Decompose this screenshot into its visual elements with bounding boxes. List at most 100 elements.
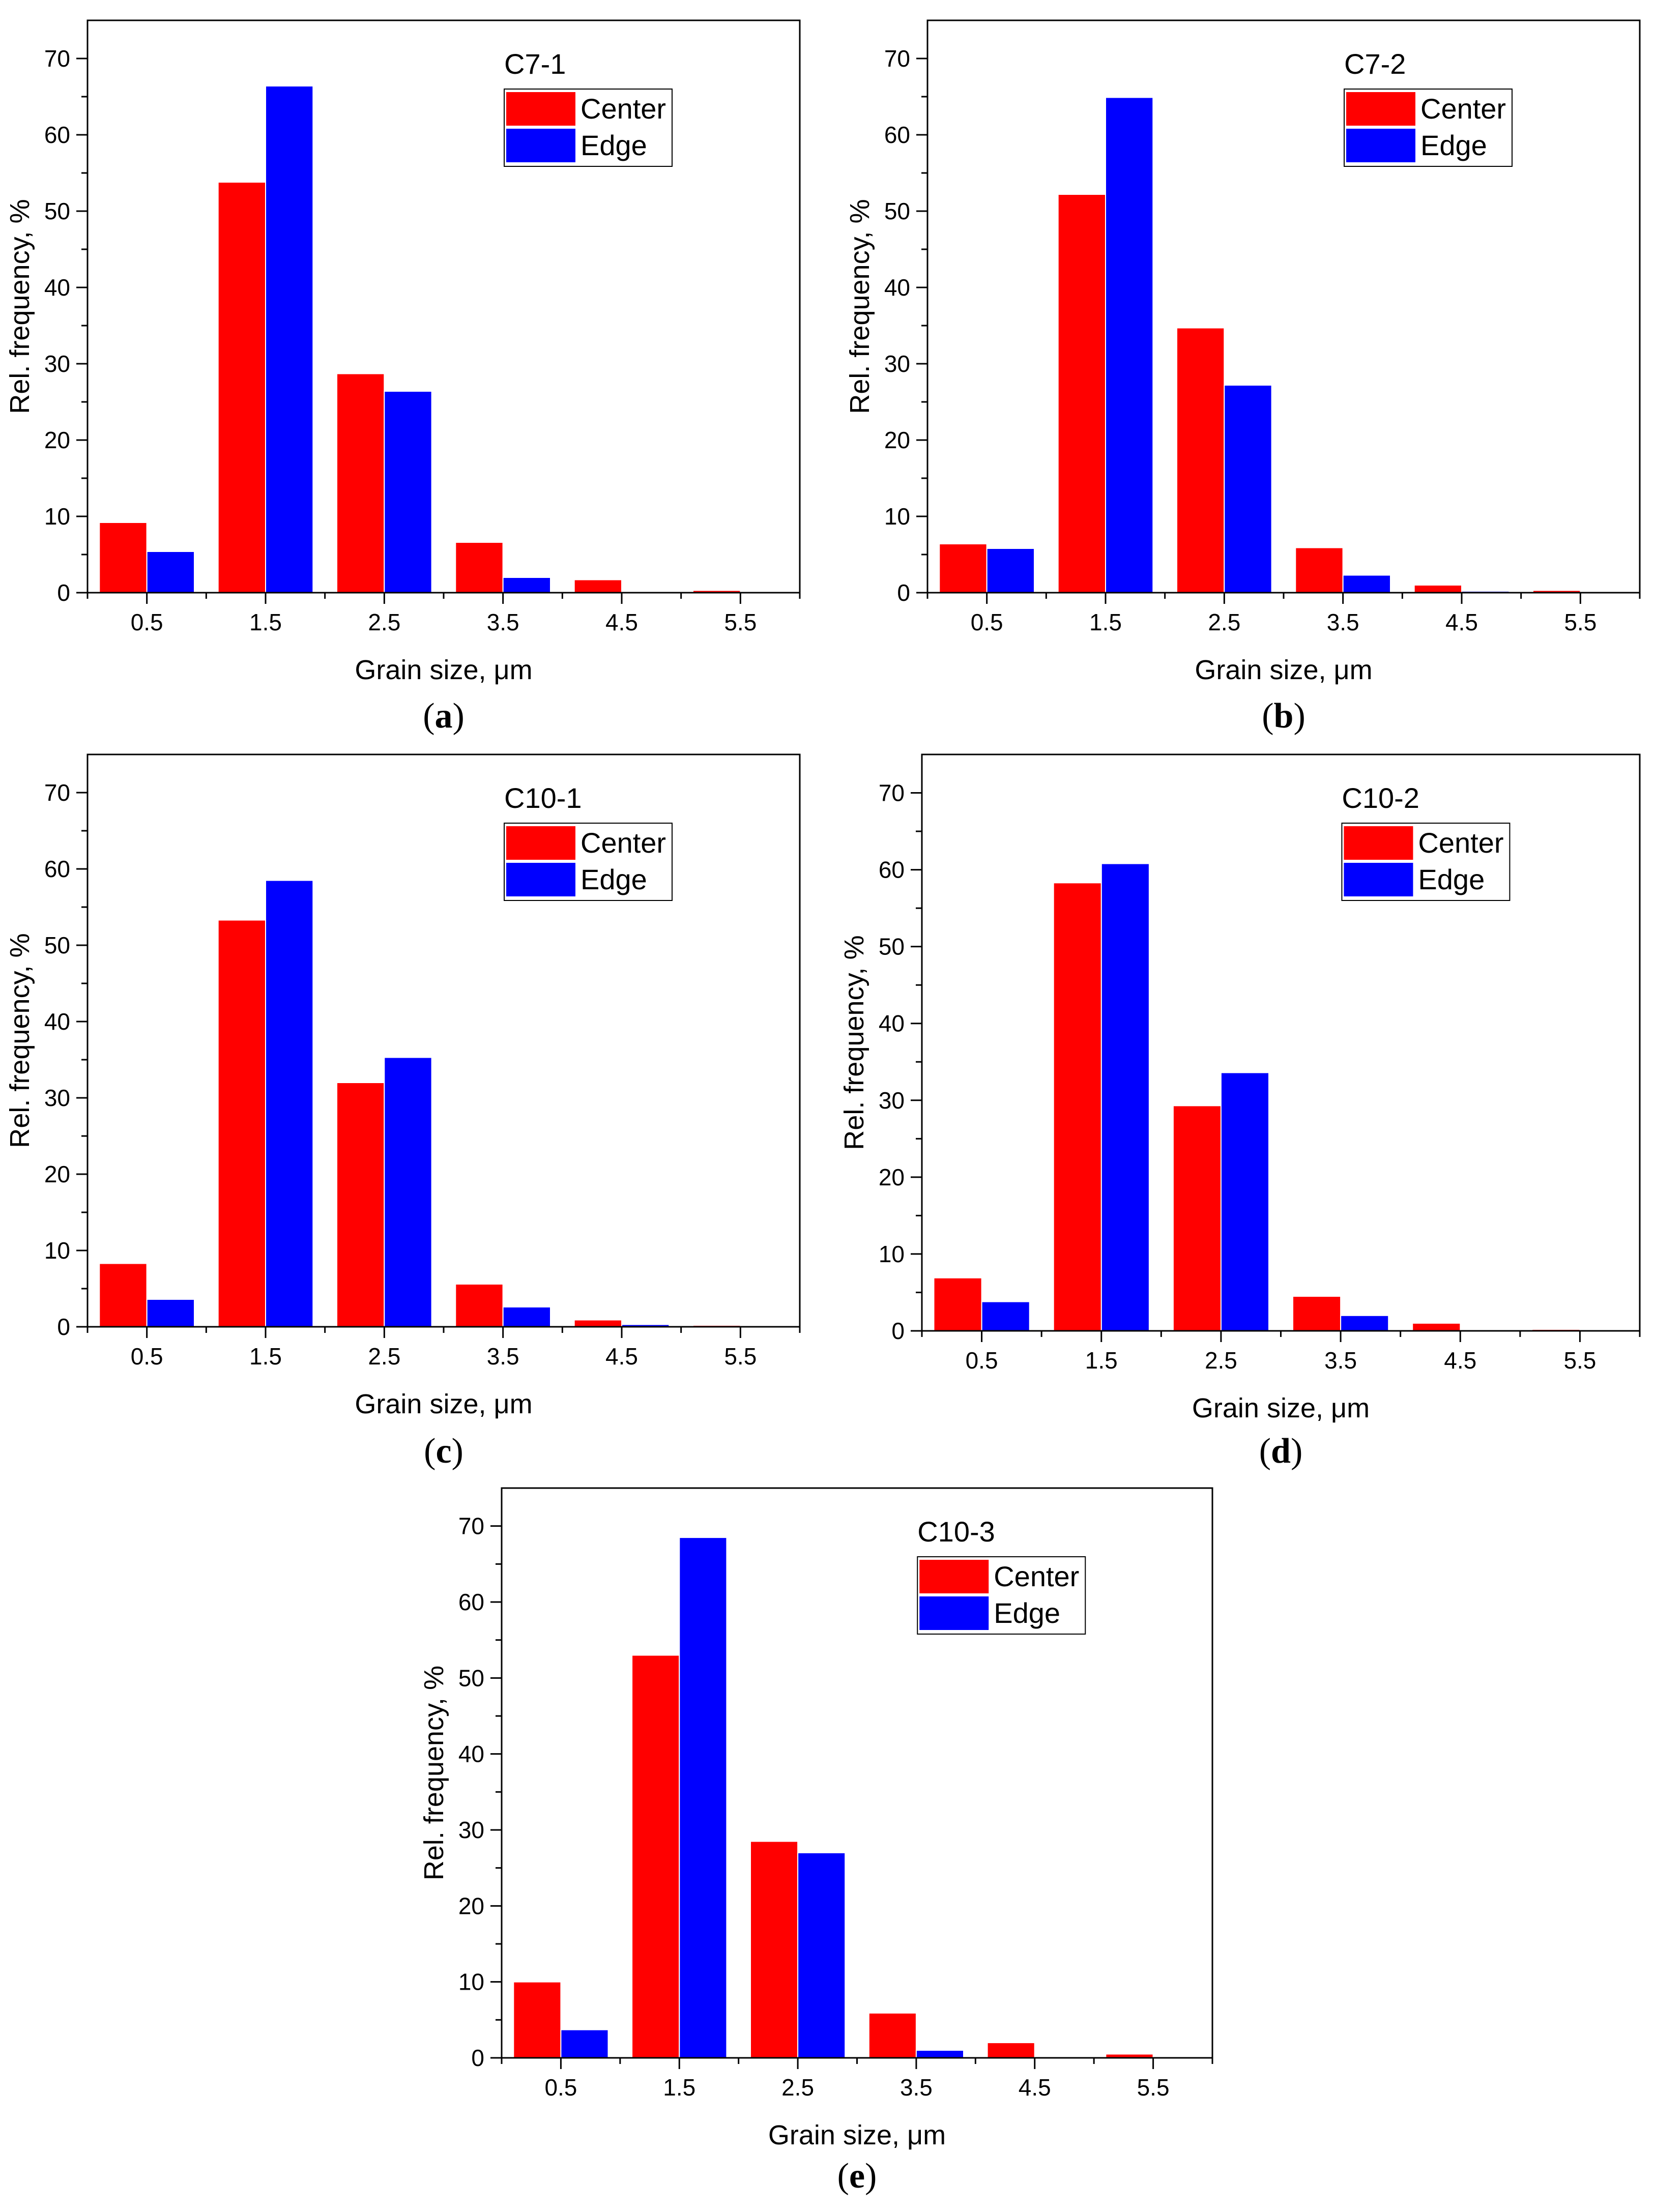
- legend-swatch-center: [506, 826, 575, 860]
- legend: Center Edge: [504, 823, 673, 901]
- x-axis-title: Grain size, μm: [1192, 1393, 1370, 1423]
- y-tick-label: 40: [458, 1741, 484, 1767]
- legend: Center Edge: [504, 89, 673, 167]
- x-tick-label: 1.5: [249, 1343, 282, 1370]
- legend: Center Edge: [917, 1556, 1086, 1635]
- x-tick-label: 5.5: [1137, 2074, 1170, 2101]
- bar-edge-3.5: [1340, 1315, 1389, 1332]
- panel-label: C10-1: [504, 782, 582, 814]
- x-tick-label: 0.5: [966, 1347, 998, 1374]
- y-tick-label: 10: [44, 1237, 70, 1264]
- legend: Center Edge: [1341, 823, 1511, 901]
- bar-edge-0.5: [146, 551, 195, 593]
- x-tick-label: 1.5: [249, 609, 282, 635]
- x-tick-label: 3.5: [900, 2074, 933, 2101]
- x-tick-label: 2.5: [368, 609, 400, 635]
- y-tick-label: 0: [471, 2045, 484, 2071]
- x-axis-title: Grain size, μm: [768, 2120, 946, 2150]
- legend-label-edge: Edge: [581, 863, 647, 895]
- bar-center-0.5: [99, 522, 148, 593]
- y-tick-label: 70: [44, 779, 70, 806]
- y-tick-label: 10: [879, 1241, 905, 1267]
- bar-edge-0.5: [146, 1299, 195, 1327]
- y-tick-label: 60: [44, 122, 70, 148]
- y-tick-label: 0: [57, 579, 70, 606]
- chart-panel-c: 0 10 20 30 40 50 60 70 0.5 1.5 2.5 3.5 4.5 5.5 Grain s…: [5, 753, 801, 1471]
- bar-edge-1.5: [1100, 863, 1150, 1331]
- y-axis-title: Rel. frequency, %: [845, 199, 875, 414]
- legend-label-center: Center: [994, 1560, 1079, 1592]
- y-tick-label: 0: [897, 579, 910, 606]
- plot-frame: [501, 1487, 1213, 2059]
- y-tick-label: 0: [891, 1318, 905, 1344]
- bar-center-1.5: [217, 919, 267, 1327]
- y-tick-label: 50: [44, 932, 70, 958]
- y-tick-label: 50: [458, 1665, 484, 1691]
- bar-center-3.5: [1295, 547, 1344, 593]
- y-tick-label: 70: [458, 1513, 484, 1539]
- bar-edge-1.5: [679, 1537, 728, 2059]
- bar-center-1.5: [631, 1654, 680, 2058]
- bar-center-2.5: [336, 1082, 385, 1327]
- y-tick-label: 70: [44, 45, 70, 72]
- plot-frame: [86, 753, 801, 1328]
- bar-edge-3.5: [502, 577, 552, 593]
- x-tick-label: 4.5: [1444, 1347, 1476, 1374]
- legend-swatch-center: [506, 92, 575, 126]
- y-tick-label: 30: [44, 351, 70, 377]
- x-tick-label: 5.5: [724, 1343, 757, 1370]
- x-tick-label: 5.5: [724, 609, 757, 635]
- bar-edge-1.5: [265, 85, 314, 593]
- x-tick-label: 0.5: [131, 609, 163, 635]
- y-tick-label: 60: [884, 122, 910, 148]
- bar-center-1.5: [1053, 882, 1102, 1332]
- panel-caption: (b): [1262, 696, 1305, 736]
- bar-center-0.5: [939, 543, 988, 593]
- y-tick-label: 30: [44, 1085, 70, 1111]
- bar-center-4.5: [1412, 1322, 1461, 1331]
- y-tick-label: 40: [884, 274, 910, 301]
- y-tick-label: 70: [879, 780, 905, 806]
- y-axis-title: Rel. frequency, %: [5, 933, 35, 1148]
- chart-panel-d: 0 10 20 30 40 50 60 70 0.5 1.5 2.5 3.5 4.5 5.5 Grain s…: [839, 753, 1641, 1471]
- bar-center-3.5: [455, 1284, 504, 1327]
- legend-label-edge: Edge: [1418, 863, 1485, 895]
- panel-label: C10-3: [917, 1516, 995, 1548]
- x-tick-label: 0.5: [131, 1343, 163, 1370]
- bar-center-2.5: [1172, 1105, 1222, 1331]
- legend: Center Edge: [1344, 89, 1513, 167]
- bar-edge-2.5: [797, 1852, 846, 2059]
- y-axis-title: Rel. frequency, %: [419, 1666, 449, 1880]
- bar-center-3.5: [455, 542, 504, 593]
- x-tick-label: 1.5: [663, 2074, 695, 2101]
- y-tick-label: 30: [884, 351, 910, 377]
- x-tick-label: 3.5: [487, 609, 519, 635]
- plot-frame: [921, 753, 1641, 1332]
- bar-edge-2.5: [384, 391, 432, 593]
- y-tick-label: 50: [879, 934, 905, 960]
- legend-swatch-edge: [919, 1596, 989, 1630]
- y-tick-label: 20: [879, 1164, 905, 1190]
- y-tick-label: 60: [458, 1589, 484, 1615]
- legend-swatch-center: [1346, 92, 1415, 126]
- x-tick-label: 2.5: [781, 2074, 814, 2101]
- bar-center-4.5: [573, 579, 622, 593]
- bar-center-3.5: [868, 2012, 917, 2058]
- x-axis-title: Grain size, μm: [1195, 655, 1372, 685]
- y-tick-label: 40: [44, 274, 70, 301]
- y-tick-label: 40: [44, 1008, 70, 1035]
- y-tick-label: 20: [44, 427, 70, 453]
- bar-center-3.5: [1292, 1296, 1342, 1331]
- x-tick-label: 5.5: [1564, 609, 1597, 635]
- legend-label-edge: Edge: [994, 1597, 1060, 1629]
- y-tick-label: 20: [44, 1161, 70, 1187]
- x-tick-label: 3.5: [1327, 609, 1359, 635]
- x-axis-title: Grain size, μm: [355, 655, 532, 685]
- x-tick-label: 0.5: [971, 609, 1003, 635]
- y-tick-label: 60: [879, 857, 905, 883]
- chart-panel-b: 0 10 20 30 40 50 60 70 0.5 1.5 2.5 3.5 4.5 5.5 Grain s…: [845, 19, 1641, 736]
- x-tick-label: 4.5: [1019, 2074, 1051, 2101]
- bar-center-0.5: [933, 1277, 982, 1332]
- legend-label-center: Center: [1418, 827, 1503, 859]
